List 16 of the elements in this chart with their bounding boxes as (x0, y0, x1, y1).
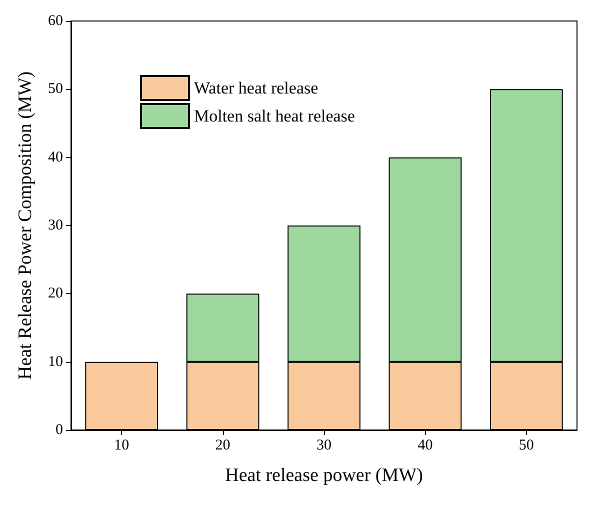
legend-label: Molten salt heat release (194, 106, 355, 126)
y-tick-label: 0 (56, 422, 63, 438)
x-tick-label: 40 (418, 438, 433, 454)
y-tick-label: 30 (48, 218, 63, 234)
x-axis-title: Heat release power (MW) (225, 465, 423, 486)
x-tick-label: 30 (316, 438, 332, 454)
x-tick-label: 10 (114, 438, 130, 454)
y-tick-label: 40 (48, 149, 63, 166)
y-tick-label: 50 (48, 81, 63, 98)
x-tick-label: 50 (518, 438, 534, 454)
y-tick-label: 10 (48, 354, 63, 370)
y-axis-title: Heat Release Power Composition (MW) (15, 71, 36, 380)
y-tick-label: 20 (48, 286, 63, 302)
legend-label: Water heat release (194, 78, 318, 98)
y-tick-label: 60 (48, 13, 63, 29)
x-tick-label: 20 (215, 438, 230, 454)
